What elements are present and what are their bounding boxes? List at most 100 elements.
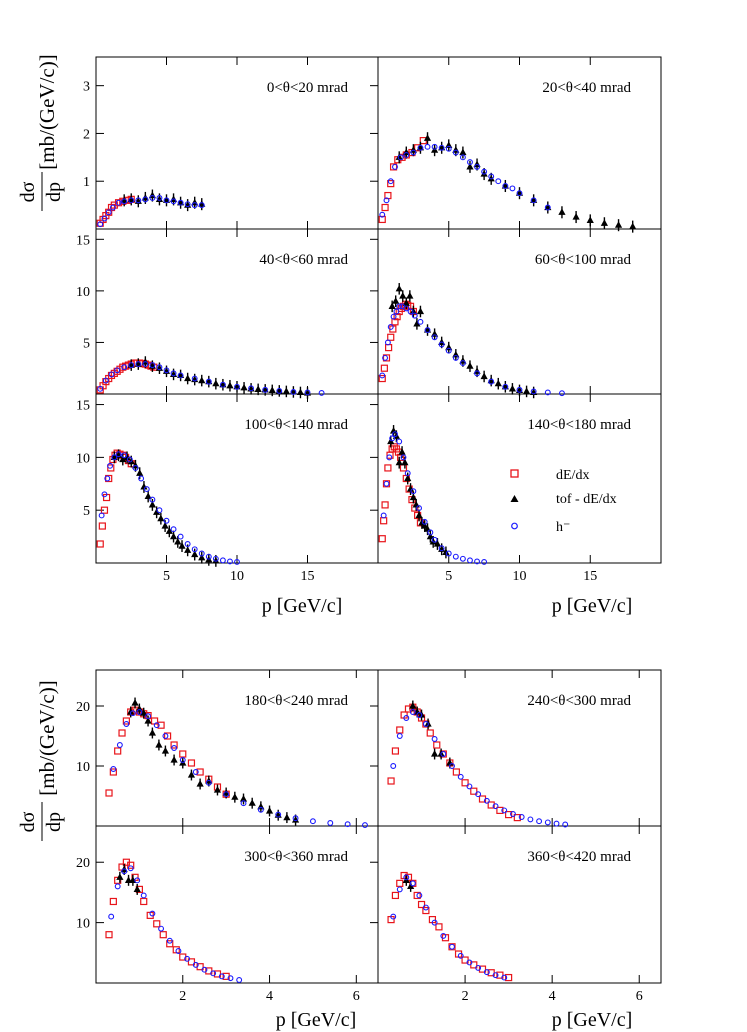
panel-8: 240<θ<300 mrad: [377, 669, 662, 827]
point-h: [362, 822, 368, 829]
point-h: [467, 159, 473, 166]
point-h: [452, 553, 459, 560]
point-dedx: [380, 517, 388, 525]
point-h: [403, 715, 410, 721]
point-h: [149, 496, 156, 503]
point-h: [149, 910, 156, 917]
point-h: [123, 721, 130, 727]
panel-title: 360<θ<420 mrad: [527, 849, 631, 865]
point-h: [416, 892, 423, 899]
y-tick-label: 20: [76, 856, 90, 871]
point-h: [136, 709, 143, 715]
point-tof: [401, 458, 409, 466]
point-h: [134, 877, 141, 884]
point-dedx: [496, 806, 504, 815]
point-h: [459, 555, 466, 562]
panel-title: 60<θ<100 mrad: [535, 252, 632, 268]
point-dedx: [478, 965, 487, 973]
point-h: [163, 197, 170, 204]
point-h: [149, 194, 156, 201]
point-h: [553, 820, 560, 827]
point-tof: [431, 750, 439, 757]
point-tof: [423, 134, 432, 141]
point-h: [466, 959, 473, 966]
point-dedx: [505, 973, 513, 982]
point-h: [276, 387, 283, 394]
point-h: [127, 865, 134, 872]
point-h: [275, 811, 282, 818]
point-h: [170, 526, 177, 533]
point-tof: [178, 542, 186, 549]
point-tof: [155, 741, 163, 748]
point-h: [184, 201, 191, 208]
point-h: [488, 378, 495, 385]
point-tof: [395, 284, 403, 292]
x-tick-label: 4: [266, 989, 273, 1004]
point-h: [396, 438, 403, 445]
point-h: [126, 456, 133, 463]
point-dedx: [385, 343, 393, 352]
point-h: [142, 361, 149, 368]
point-dedx: [105, 789, 113, 797]
point-h: [481, 168, 488, 175]
point-h: [536, 818, 543, 825]
point-h: [109, 204, 116, 211]
panel-title: 20<θ<40 mrad: [542, 80, 631, 96]
point-dedx: [391, 747, 400, 755]
point-h: [502, 383, 509, 390]
point-h: [438, 144, 445, 151]
point-h: [236, 977, 243, 983]
point-h: [392, 163, 398, 170]
point-h: [191, 546, 198, 553]
point-dedx: [170, 741, 178, 749]
panel-7: 180<θ<240 mrad 10 20: [76, 669, 379, 827]
y-tick-label: 2: [83, 127, 90, 142]
point-tof: [572, 213, 580, 220]
point-tof: [409, 493, 417, 501]
point-h: [114, 883, 121, 890]
panel-title: 40<θ<60 mrad: [259, 252, 348, 268]
point-tof: [426, 532, 434, 540]
point-h: [386, 454, 393, 461]
point-h: [227, 558, 233, 565]
point-h: [318, 390, 325, 396]
point-h: [212, 555, 219, 562]
point-h: [129, 710, 136, 717]
point-tof: [494, 379, 502, 387]
point-h: [108, 913, 115, 920]
point-dedx: [426, 729, 434, 737]
point-h: [304, 389, 311, 396]
point-h: [445, 347, 452, 354]
point-dedx: [163, 732, 172, 740]
point-tof: [614, 221, 623, 228]
point-h: [198, 550, 205, 557]
point-dedx: [381, 203, 389, 212]
point-tof: [198, 376, 206, 384]
point-tof: [406, 292, 414, 299]
legend-label-tof: tof - dE/dx: [556, 492, 617, 507]
point-h: [101, 215, 108, 222]
panel-title: 240<θ<300 mrad: [527, 693, 631, 709]
point-tof: [123, 453, 131, 460]
point-tof: [169, 532, 178, 540]
point-dedx: [196, 768, 204, 776]
y-tick-label: 15: [76, 233, 90, 248]
point-h: [474, 558, 480, 565]
point-tof: [480, 170, 488, 177]
point-h: [475, 964, 482, 971]
point-h: [501, 974, 508, 981]
point-dedx: [187, 958, 196, 966]
point-h: [483, 797, 490, 804]
point-tof: [184, 374, 192, 382]
panel-6: 140<θ<180 mrad 5 10 15: [377, 393, 662, 584]
point-h: [379, 211, 386, 218]
point-h: [198, 202, 205, 209]
point-h: [179, 757, 186, 763]
point-h: [481, 558, 488, 565]
point-h: [177, 199, 184, 206]
x-tick-label: 15: [583, 569, 597, 584]
panel-title: 100<θ<140 mrad: [244, 417, 348, 433]
point-h: [132, 464, 139, 471]
point-tof: [240, 383, 248, 391]
